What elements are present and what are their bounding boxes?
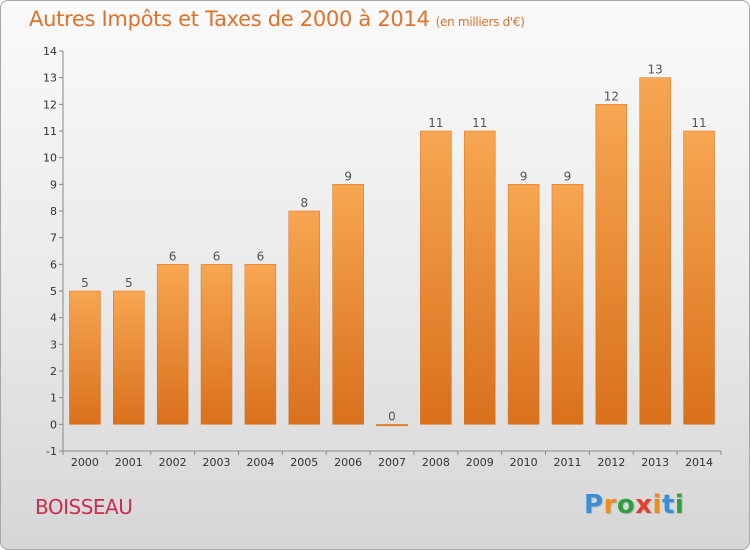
y-tick-label: 0: [50, 418, 57, 431]
data-label-2006: 9: [344, 169, 352, 183]
logo-letter: i: [652, 490, 662, 520]
y-tick-label: 12: [43, 98, 57, 111]
y-tick-label: 11: [43, 125, 57, 138]
y-tick-label: 10: [43, 152, 57, 165]
chart-title-unit: (en milliers d'€): [435, 15, 525, 29]
logo-letter: i: [674, 490, 685, 520]
data-label-2010: 9: [520, 169, 528, 183]
x-tick-label-2013: 2013: [641, 456, 669, 469]
logo-letter: P: [584, 490, 604, 520]
chart-title-text: Autres Impôts et Taxes de 2000 à 2014: [29, 7, 430, 31]
logo-letter: o: [616, 490, 636, 520]
x-tick-label-2005: 2005: [290, 456, 318, 469]
bar-2012: [595, 104, 628, 425]
data-label-2011: 9: [564, 169, 572, 183]
data-label-2003: 6: [213, 249, 221, 263]
data-label-2001: 5: [125, 276, 133, 290]
data-label-2013: 13: [648, 63, 663, 77]
x-tick-label-2009: 2009: [466, 456, 494, 469]
x-tick-label-2014: 2014: [685, 456, 713, 469]
data-label-2014: 11: [691, 116, 706, 130]
chart-bars: [69, 77, 715, 427]
bar-2008: [420, 130, 452, 425]
bar-2001: [113, 290, 145, 425]
data-label-2008: 11: [428, 116, 443, 130]
chart-data-labels: 5 5 6 6 6 8 9 0 11 11 9 9 12 13 11: [81, 63, 707, 424]
data-label-2000: 5: [81, 276, 89, 290]
y-tick-label: 6: [50, 258, 57, 271]
data-label-2002: 6: [169, 249, 177, 263]
bar-2000: [69, 290, 101, 425]
y-tick-label: 4: [50, 312, 57, 325]
logo-letter: r: [603, 490, 617, 520]
y-tick-label: 13: [43, 72, 57, 85]
x-tick-label-2012: 2012: [597, 456, 625, 469]
bar-2004: [244, 264, 277, 425]
bar-2007: [376, 424, 408, 427]
bar-2002: [156, 264, 189, 425]
bar-2014: [683, 130, 715, 425]
y-tick-label: 9: [50, 178, 57, 191]
x-tick-label-2001: 2001: [115, 456, 143, 469]
location-name: BOISSEAU: [35, 495, 133, 519]
bar-2003: [200, 264, 233, 425]
bar-2010: [507, 184, 540, 425]
y-tick-label: 8: [50, 205, 57, 218]
y-tick-label: 3: [50, 338, 57, 351]
x-tick-label-2010: 2010: [510, 456, 538, 469]
x-tick-label-2006: 2006: [334, 456, 362, 469]
x-tick-label-2002: 2002: [159, 456, 187, 469]
y-tick-label: 1: [50, 392, 57, 405]
data-label-2007: 0: [388, 409, 396, 423]
logo-letter: t: [661, 490, 675, 520]
x-tick-label-2008: 2008: [422, 456, 450, 469]
bar-2011: [551, 184, 584, 425]
bar-2009: [463, 130, 496, 425]
data-label-2005: 8: [300, 196, 308, 210]
bar-2006: [332, 184, 364, 425]
y-tick-label: 5: [50, 285, 57, 298]
x-tick-label-2011: 2011: [553, 456, 581, 469]
data-label-2012: 12: [604, 89, 619, 103]
x-tick-label-2003: 2003: [203, 456, 231, 469]
proxiti-logo: Proxiti: [584, 490, 684, 520]
y-tick-label: 14: [43, 45, 57, 58]
bar-2005: [288, 210, 321, 425]
x-tick-label-2007: 2007: [378, 456, 406, 469]
data-label-2004: 6: [257, 249, 265, 263]
chart-title: Autres Impôts et Taxes de 2000 à 2014 (en…: [29, 7, 525, 31]
y-tick-label: 7: [50, 232, 57, 245]
y-tick-label: 2: [50, 365, 57, 378]
logo-letter: x: [635, 490, 653, 520]
x-tick-label-2000: 2000: [71, 456, 99, 469]
x-tick-label-2004: 2004: [246, 456, 274, 469]
data-label-2009: 11: [472, 116, 487, 130]
bar-2013: [639, 77, 671, 425]
y-tick-label: -1: [46, 445, 57, 458]
